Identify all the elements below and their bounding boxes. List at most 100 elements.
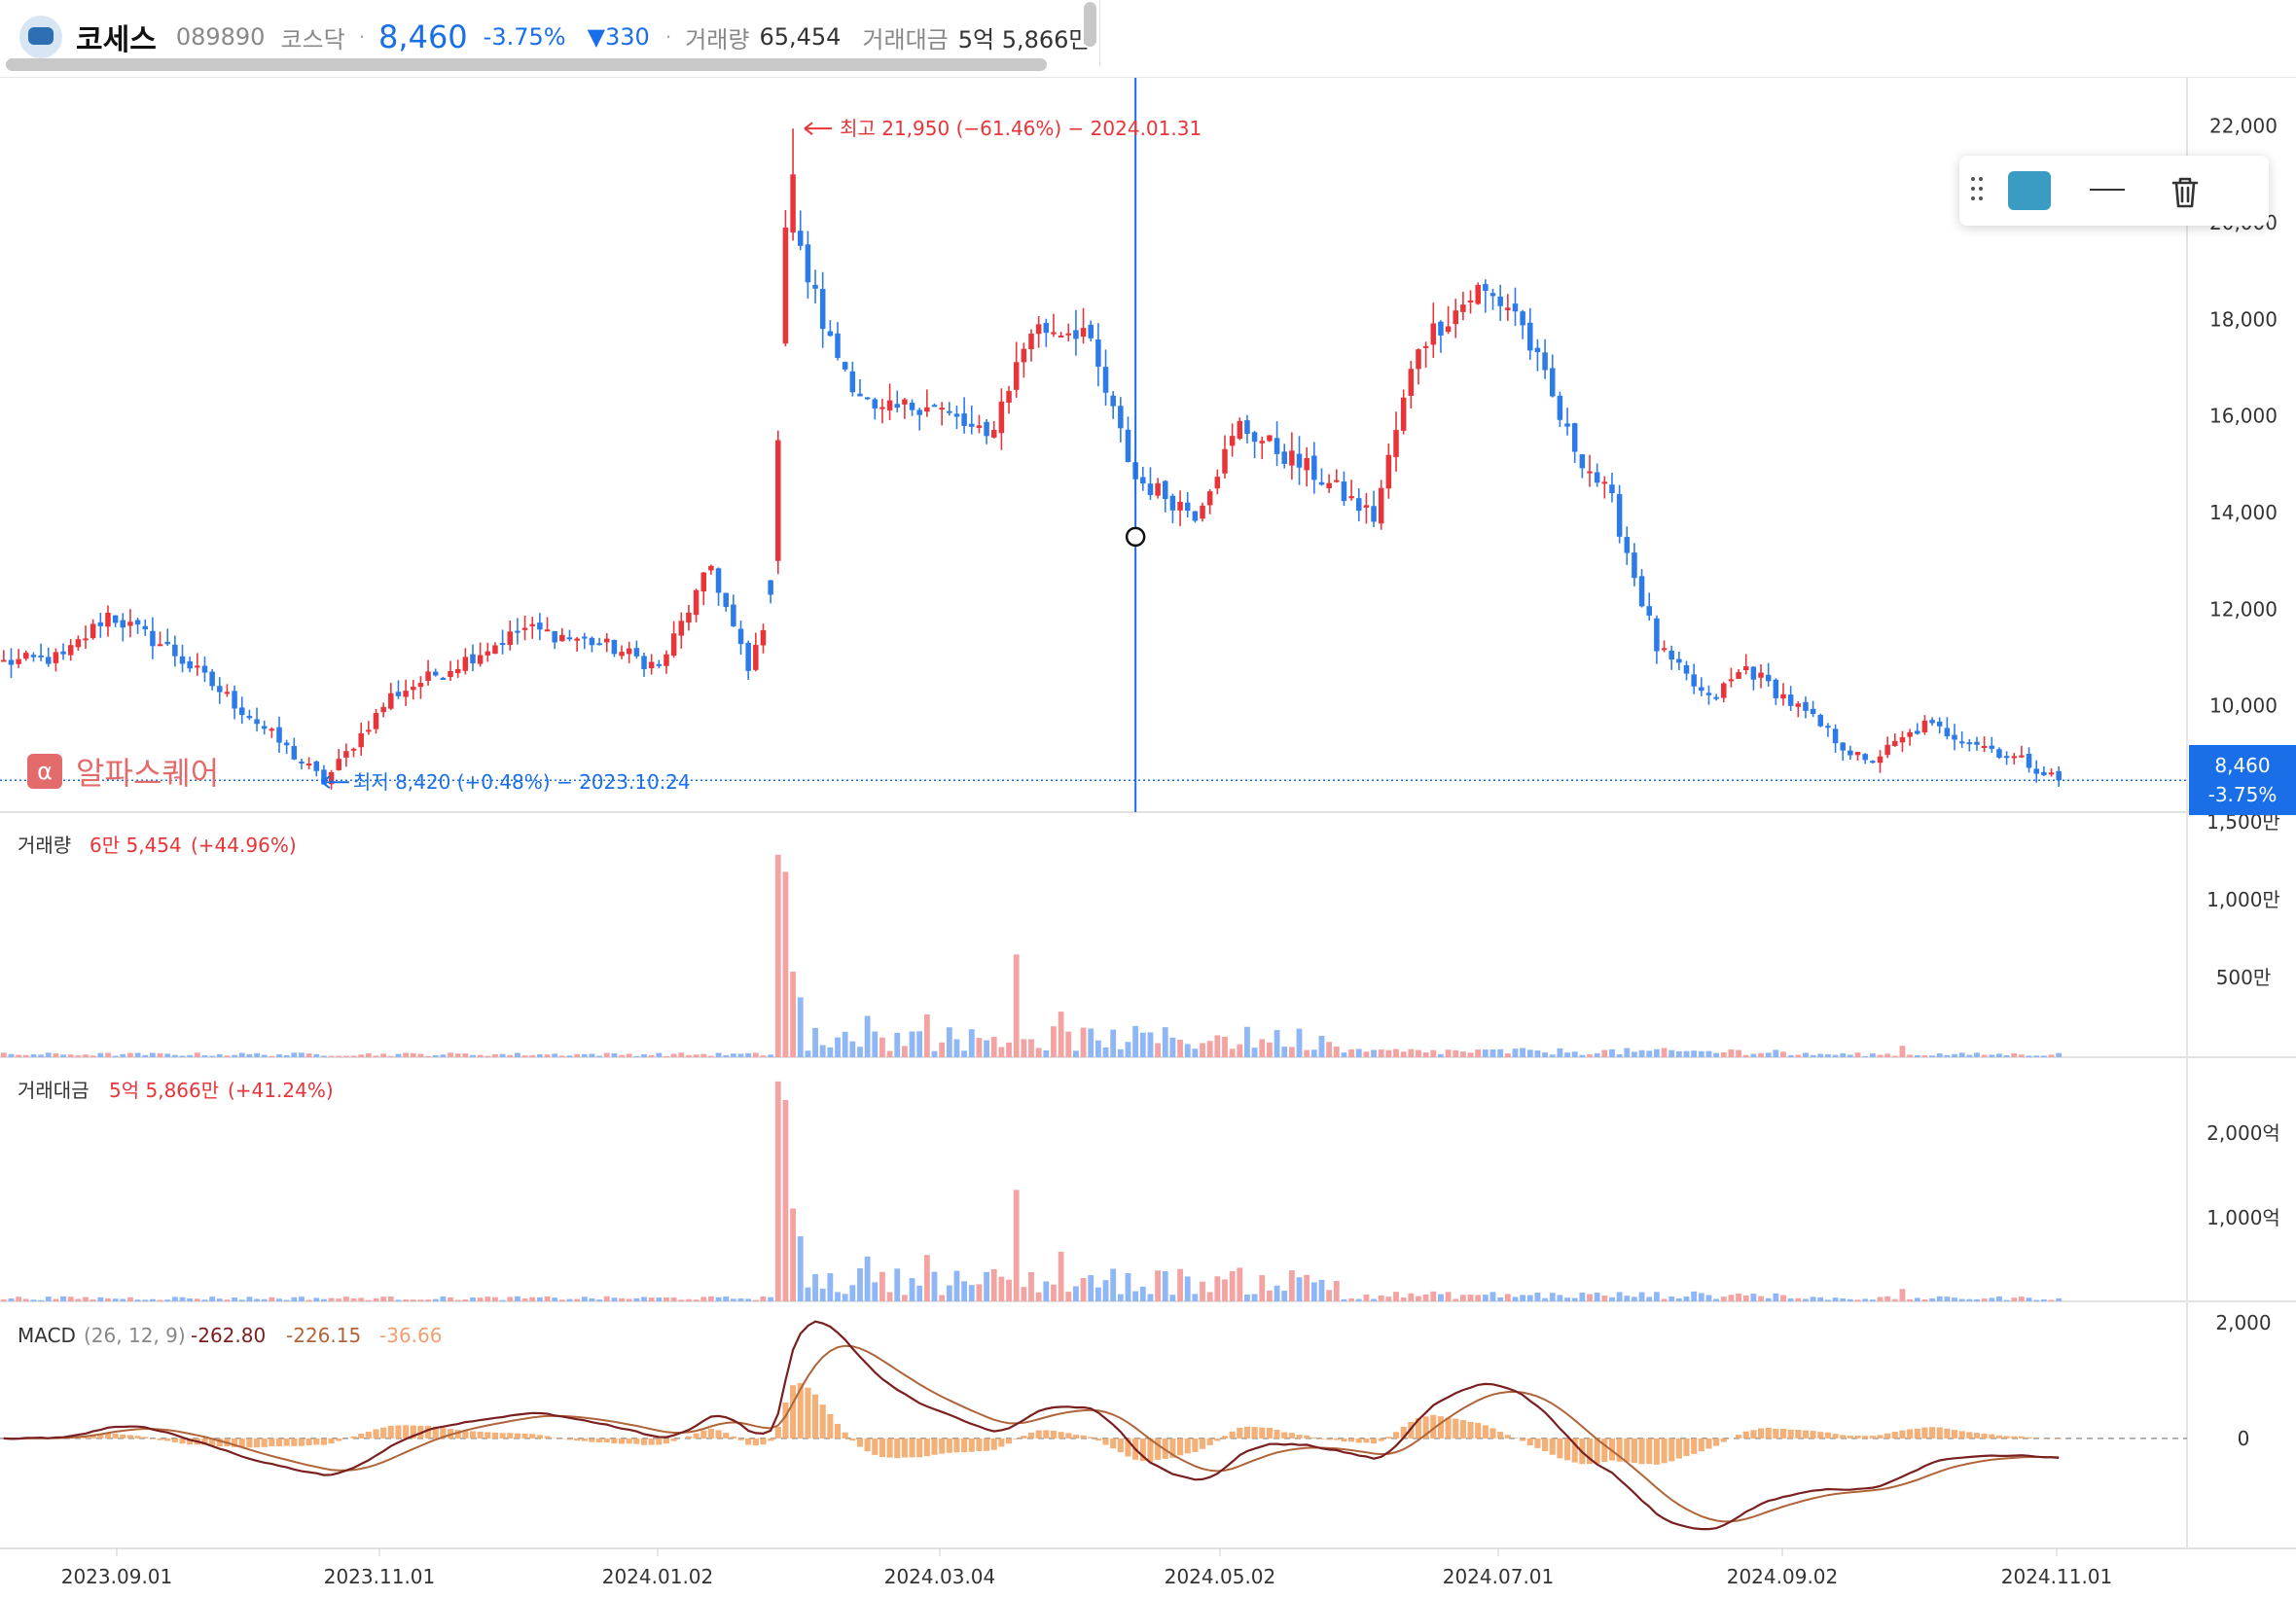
volume-bar [1267,1042,1273,1057]
amount-bar [417,1299,424,1301]
amount-bar [626,1298,632,1301]
macd-hist-bar [961,1438,968,1453]
macd-hist-bar [656,1438,663,1445]
volume-bar [998,1047,1005,1057]
stock-name[interactable]: 코세스 [76,23,157,57]
volume-bar [1936,1053,1943,1057]
amount-bar [1385,1297,1392,1301]
header-divider [0,77,2296,78]
macd-axis-label: 0 [2238,1427,2250,1450]
candle-body [1244,420,1250,435]
candle-body [373,713,379,729]
macd-hist-bar [1817,1432,1824,1439]
macd-hist-bar [1847,1436,1853,1439]
amount-bar [75,1298,82,1301]
amount-bar [1445,1292,1452,1301]
amount-bar [805,1287,811,1301]
candle-body [105,612,111,627]
volume-bar [760,1055,767,1057]
candle-body [1549,368,1556,397]
volume-bar [321,1055,327,1057]
candle-body [1296,453,1303,468]
candle-body [2041,771,2047,776]
candle-body [976,425,983,428]
candle-body [1520,311,1525,326]
macd-hist-bar [1102,1438,1109,1445]
volume-bar [521,1055,528,1057]
line-style-icon[interactable] [2090,189,2125,191]
candle-body [1229,436,1236,446]
volume-bar [1966,1054,1973,1057]
x-axis-label: 2023.11.01 [324,1565,436,1588]
amount-bar [105,1298,111,1301]
volume-bar [1914,1054,1920,1057]
candle-body [611,639,618,655]
volume-bar [1043,1049,1050,1057]
volume-bar [976,1038,983,1057]
volume-bar [715,1052,722,1057]
macd-hist-bar [373,1429,379,1439]
amount-bar [313,1297,320,1301]
amount-panel-value: 5억 5,866만 [109,1079,219,1102]
volume-bar [1847,1054,1853,1057]
amount-bar [1750,1294,1757,1301]
macd-hist-bar [410,1425,416,1439]
volume-bar [1169,1037,1176,1057]
vertical-scrollbar[interactable] [1084,2,1096,47]
amount-bar [774,1081,781,1301]
macd-hist-bar [1891,1432,1898,1439]
amount-bar [380,1297,387,1301]
candle-body [984,421,989,437]
volume-bar [1438,1053,1444,1057]
grip-icon[interactable] [1971,177,1985,204]
amount-bar [1504,1294,1511,1301]
volume-bar [1862,1055,1869,1057]
amount-bar [529,1297,536,1301]
amount-bar [812,1274,818,1301]
macd-hist-bar [1542,1438,1549,1452]
macd-hist-bar [790,1385,797,1439]
amount-bar [648,1297,655,1301]
candle-body [1654,618,1660,652]
volume-bar [1065,1031,1072,1057]
candle-body [1363,505,1370,508]
amount-bar [2018,1297,2025,1301]
volume-bar [1251,1048,1258,1057]
trash-icon[interactable] [2166,173,2205,212]
macd-hist-bar [142,1437,149,1439]
macd-hist-bar [633,1438,640,1444]
candle-body [1915,730,1920,734]
amount-bar [1862,1298,1869,1301]
candle-body [1438,321,1444,336]
amount-bar [1825,1299,1831,1301]
color-picker-button[interactable] [2008,171,2051,210]
candle-body [291,746,298,760]
candle-body [857,393,863,397]
candle-body [150,630,156,647]
macd-hist-bar [1958,1431,1965,1439]
macd-hist-bar [976,1438,983,1451]
candle-body [1408,369,1415,396]
amount-bar [879,1271,885,1301]
candle-body [797,231,804,246]
horizontal-scrollbar[interactable] [6,58,1047,71]
macd-hist-bar [745,1438,752,1445]
macd-hist-bar [715,1430,722,1439]
amount-bar [1274,1285,1280,1301]
volume-bar [1274,1030,1280,1057]
macd-hist-bar [365,1431,372,1439]
volume-bar [1854,1052,1861,1057]
macd-hist-bar [1110,1438,1117,1449]
macd-hist-bar [1125,1438,1131,1457]
amount-bar [633,1297,640,1301]
volume-bar [313,1053,320,1057]
amount-bar [1907,1298,1914,1301]
volume-bar [1378,1049,1384,1057]
volume-bar [805,1050,811,1057]
macd-hist-bar [1854,1436,1861,1439]
candle-body [195,665,200,668]
volume-bar [164,1053,171,1057]
amount-bar [961,1281,968,1301]
amount-bar [1638,1292,1645,1301]
